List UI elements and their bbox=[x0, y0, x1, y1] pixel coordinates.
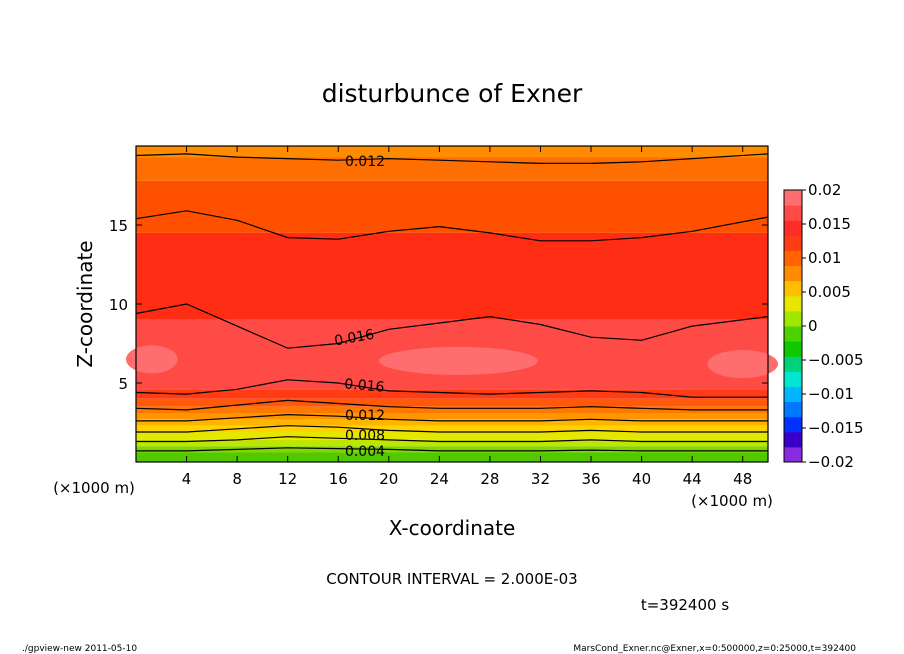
contour-label: 0.016 bbox=[344, 376, 385, 395]
contour-band bbox=[136, 452, 768, 462]
colorbar-segment bbox=[784, 371, 802, 387]
y-tick-label: 15 bbox=[109, 217, 128, 235]
y-axis-ticks: 5 10 15 bbox=[109, 217, 768, 393]
contour-label: 0.016 bbox=[333, 327, 375, 350]
x-tick-label: 44 bbox=[683, 470, 702, 488]
x-unit-left-label: (×1000 m) bbox=[53, 479, 135, 497]
contour-line bbox=[136, 447, 768, 452]
colorbar-segment bbox=[784, 386, 802, 403]
colorbar-segment bbox=[784, 310, 802, 327]
contour-band bbox=[136, 398, 768, 407]
contour-line bbox=[135, 210, 769, 242]
contour-band bbox=[136, 146, 768, 158]
colorbar-segment bbox=[784, 265, 802, 282]
x-tick-label: 36 bbox=[581, 470, 600, 488]
contour-line bbox=[136, 425, 768, 433]
colorbar-label: −0.015 bbox=[808, 419, 864, 437]
colorbar-segment bbox=[784, 431, 802, 448]
contour-line bbox=[135, 153, 769, 164]
x-tick-label: 32 bbox=[531, 470, 550, 488]
colorbar-segment bbox=[784, 446, 802, 463]
chart-title: disturbunce of Exner bbox=[322, 79, 583, 108]
contour-line bbox=[136, 436, 768, 443]
y-tick-label: 10 bbox=[109, 296, 128, 314]
colorbar-segment bbox=[784, 295, 802, 312]
contour-band bbox=[136, 232, 768, 320]
x-unit-right-label: (×1000 m) bbox=[691, 492, 773, 510]
contour-line bbox=[136, 413, 768, 422]
x-tick-label: 48 bbox=[733, 470, 752, 488]
colorbar-label: 0 bbox=[808, 317, 818, 335]
colorbar-label: 0.015 bbox=[808, 215, 851, 233]
contour-band bbox=[136, 446, 768, 453]
contour-band bbox=[136, 413, 768, 420]
x-axis-ticks: 4 8 12 16 20 24 28 32 36 40 44 48 bbox=[182, 146, 752, 488]
contour-line bbox=[135, 303, 769, 349]
colorbar-segment bbox=[784, 326, 802, 342]
contour-band bbox=[378, 346, 538, 375]
x-tick-label: 16 bbox=[329, 470, 348, 488]
contour-band bbox=[136, 419, 768, 426]
contour-band bbox=[136, 431, 768, 440]
colorbar-segment bbox=[784, 190, 802, 206]
colorbar-label: −0.005 bbox=[808, 351, 864, 369]
plot-area bbox=[126, 146, 778, 462]
footer-left-text: ./gpview-new 2011-05-10 bbox=[22, 644, 137, 654]
colorbar-segment bbox=[784, 280, 802, 297]
contour-interval-text: CONTOUR INTERVAL = 2.000E-03 bbox=[326, 570, 577, 588]
colorbar-segment bbox=[784, 250, 802, 267]
x-tick-label: 40 bbox=[632, 470, 651, 488]
colorbar-segment bbox=[784, 220, 802, 236]
x-tick-label: 28 bbox=[480, 470, 499, 488]
colorbar-segment bbox=[784, 205, 802, 221]
colorbar-label: 0.005 bbox=[808, 283, 851, 301]
contour-band bbox=[707, 350, 778, 379]
time-text: t=392400 s bbox=[641, 596, 729, 614]
y-axis-label: Z-coordinate bbox=[73, 240, 97, 367]
x-tick-label: 12 bbox=[278, 470, 297, 488]
colorbar-label: 0.01 bbox=[808, 249, 841, 267]
contour-line bbox=[135, 399, 768, 411]
contour-line bbox=[135, 379, 768, 398]
colorbar-label: −0.02 bbox=[808, 453, 854, 471]
colorbar-segment bbox=[784, 401, 802, 418]
colorbar-segment bbox=[784, 235, 802, 251]
colorbar-label: −0.01 bbox=[808, 385, 854, 403]
colorbar bbox=[783, 189, 803, 463]
contour-label: 0.004 bbox=[345, 444, 385, 460]
contour-band bbox=[136, 180, 768, 233]
colorbar-segment bbox=[784, 416, 802, 433]
x-axis-label: X-coordinate bbox=[389, 516, 516, 540]
contour-band bbox=[126, 345, 178, 374]
contour-band bbox=[136, 406, 768, 414]
contour-label: 0.008 bbox=[345, 428, 385, 444]
x-tick-label: 24 bbox=[430, 470, 449, 488]
x-tick-label: 20 bbox=[379, 470, 398, 488]
colorbar-segment bbox=[784, 341, 802, 357]
colorbar-labels: 0.02 0.015 0.01 0.005 0 −0.005 −0.01 −0.015 −0.0… bbox=[802, 181, 864, 471]
x-tick-label: 8 bbox=[232, 470, 242, 488]
contour-band bbox=[136, 425, 768, 432]
x-tick-label: 4 bbox=[182, 470, 192, 488]
contour-band bbox=[136, 389, 768, 399]
colorbar-segment bbox=[784, 356, 802, 372]
contour-label: 0.012 bbox=[345, 154, 385, 170]
y-tick-label: 5 bbox=[118, 375, 128, 393]
colorbar-label: 0.02 bbox=[808, 181, 841, 199]
contour-label: 0.012 bbox=[345, 408, 385, 424]
contour-band bbox=[136, 439, 768, 447]
footer-right-text: MarsCond_Exner.nc@Exner,x=0:500000,z=0:2… bbox=[573, 644, 856, 654]
